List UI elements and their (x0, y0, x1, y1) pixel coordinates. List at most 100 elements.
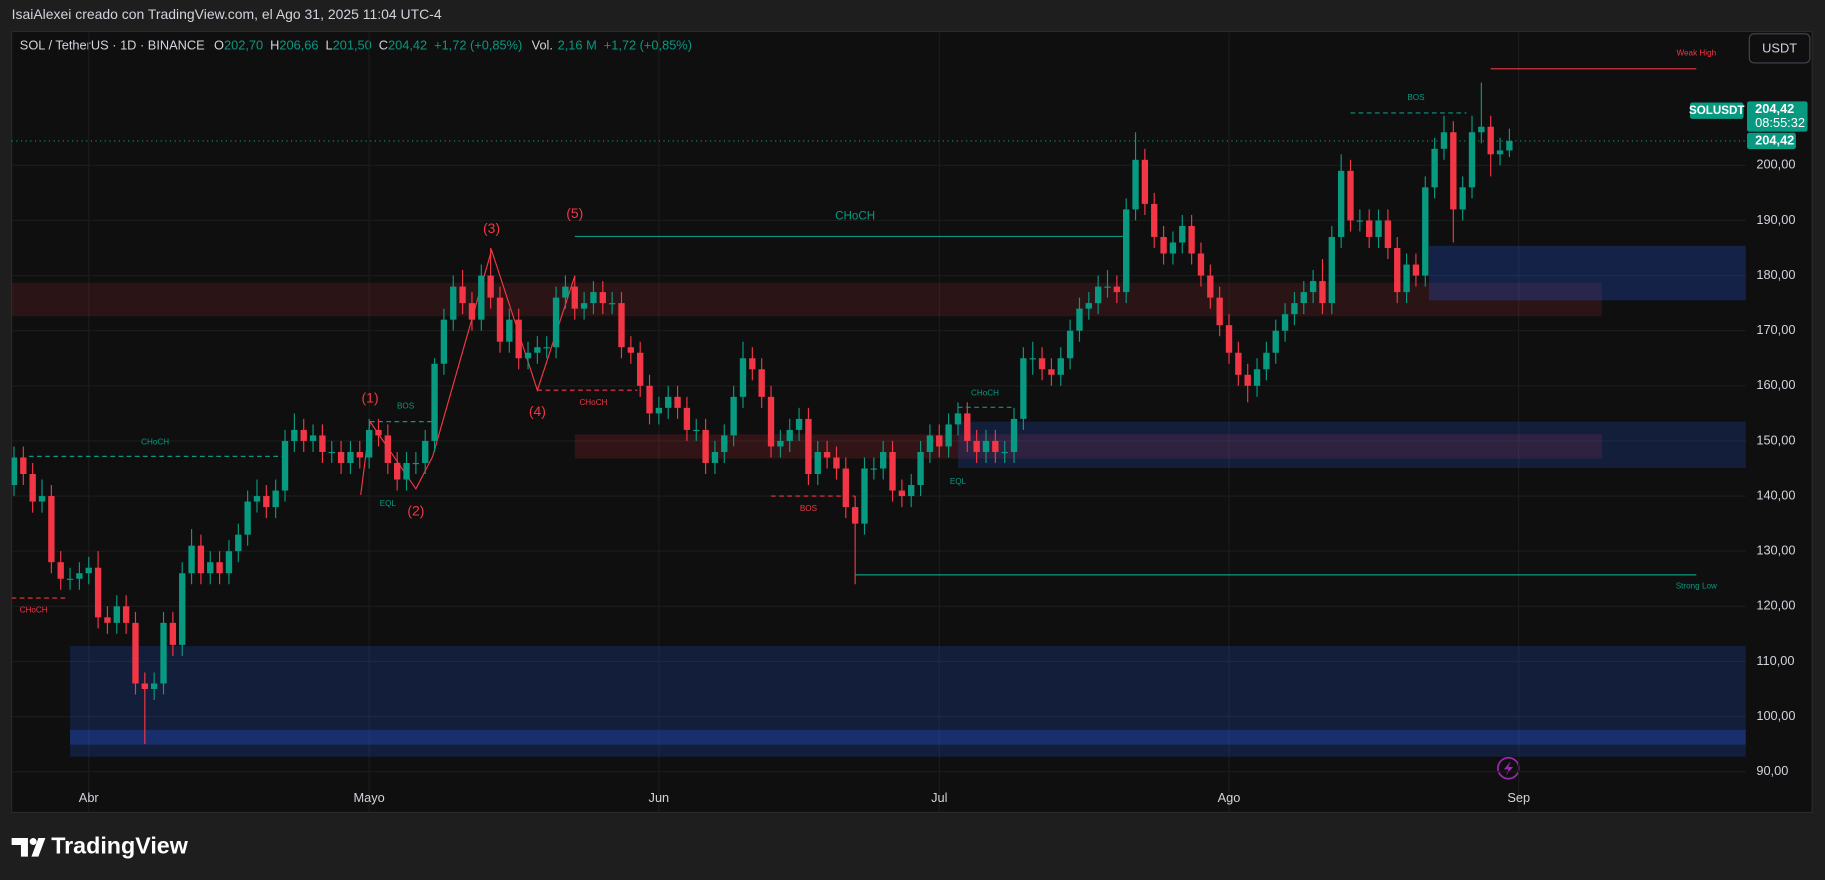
y-tick-label: 100,00 (1756, 708, 1795, 723)
candle-body (693, 429, 700, 432)
candle-body (1431, 148, 1438, 188)
candle-body (814, 451, 821, 475)
candle-body (375, 429, 382, 436)
candle-body (777, 440, 784, 447)
candle-body (702, 429, 709, 463)
zone (11, 282, 1602, 317)
candle-body (1197, 253, 1205, 276)
logo-mark (11, 838, 46, 857)
y-tick-label: 150,00 (1756, 432, 1795, 447)
x-tick-label: Mayo (353, 790, 384, 805)
candle-body (1440, 132, 1448, 149)
candle-body (38, 496, 46, 502)
candle-body (235, 534, 242, 552)
candle-body (169, 622, 177, 645)
y-tick-label: 90,00 (1756, 763, 1788, 778)
button-label[interactable]: USDT (1762, 40, 1797, 55)
candle-body (1309, 281, 1317, 293)
candle-body (440, 319, 448, 364)
candle-body (1412, 264, 1420, 276)
candle-body (898, 490, 906, 497)
currency-button[interactable]: USDT (1748, 33, 1811, 64)
candle-body (1263, 352, 1270, 370)
candle-body (870, 468, 878, 470)
candle-body (1010, 418, 1018, 452)
candle-body (141, 683, 149, 689)
annotation: CHoCH (835, 210, 875, 223)
candle-body (646, 385, 653, 414)
candle-body (459, 286, 466, 304)
icon-bolt[interactable] (1503, 761, 1514, 776)
candle-body (1375, 220, 1382, 237)
y-tick-label: 130,00 (1756, 543, 1795, 558)
candle-body (403, 462, 410, 480)
attribution: IsaiAlexei creado con TradingView.com, e… (12, 6, 442, 22)
y-tick-label: 170,00 (1756, 322, 1795, 337)
candle-body (936, 435, 943, 447)
candle-body (758, 369, 765, 397)
candle-body (450, 286, 457, 320)
candle-body (1216, 297, 1223, 326)
candle-body (1300, 292, 1307, 304)
candle-body (721, 435, 728, 452)
candle-body (506, 319, 513, 342)
candle-body (347, 451, 354, 463)
candle-body (1048, 369, 1055, 375)
candle-body (861, 468, 868, 524)
candle-body (552, 297, 560, 348)
candle-body (207, 562, 214, 574)
candle-body (889, 451, 896, 491)
candle-body (1094, 286, 1102, 304)
candle-body (113, 606, 120, 623)
candle-body (1001, 451, 1008, 454)
candle-body (1356, 220, 1364, 222)
candle-body (300, 429, 307, 441)
candle-body (1179, 225, 1186, 243)
candle-body (1319, 281, 1326, 304)
candle-body (1478, 126, 1485, 133)
x-tick-label: Abr (79, 790, 100, 805)
candle-body (48, 496, 55, 563)
candle-body (571, 286, 578, 309)
candle-body (478, 275, 485, 320)
legend-value: 206,66 (279, 38, 318, 53)
candle-body (197, 545, 205, 574)
candle-body (104, 617, 111, 623)
candle-body (1496, 150, 1504, 155)
candle-body (1132, 159, 1139, 210)
legend-change: +1,72 (+0,85%) (434, 38, 522, 53)
candle-body (1029, 358, 1036, 360)
candle-body (328, 451, 335, 454)
legend-label: C (379, 38, 388, 53)
annotation: EQL (950, 477, 967, 486)
candle-body (1207, 275, 1214, 298)
candle-body (1487, 126, 1494, 155)
candle-body (982, 440, 990, 452)
logo-text: TradingView (51, 833, 189, 859)
legend-value: 202,70 (224, 38, 263, 53)
annotation: CHoCH (141, 438, 169, 447)
candle-body (805, 418, 812, 475)
grid (11, 32, 1746, 813)
candle-body (487, 275, 494, 298)
candle-body (599, 292, 606, 304)
candle-body (1104, 286, 1111, 288)
candle-body (1066, 330, 1074, 359)
candle-body (1020, 358, 1027, 419)
candle-body (1459, 187, 1466, 210)
annotation: CHoCH (20, 605, 48, 614)
candle-body (1394, 248, 1401, 293)
candle-body (150, 683, 158, 689)
button-frame[interactable] (1748, 33, 1811, 64)
candle-body (1235, 352, 1242, 375)
candle-body (319, 435, 326, 452)
annotation: Weak High (1677, 49, 1717, 58)
candle-body (1253, 369, 1261, 386)
candle-body (590, 292, 597, 304)
candle-body (730, 396, 737, 436)
candle-body (973, 440, 980, 452)
candle-body (926, 435, 934, 452)
candle-body (1403, 264, 1410, 293)
legend: SOL / TetherUS · 1D · BINANCE O202,70 H206… (20, 38, 692, 53)
candle-body (412, 462, 420, 465)
